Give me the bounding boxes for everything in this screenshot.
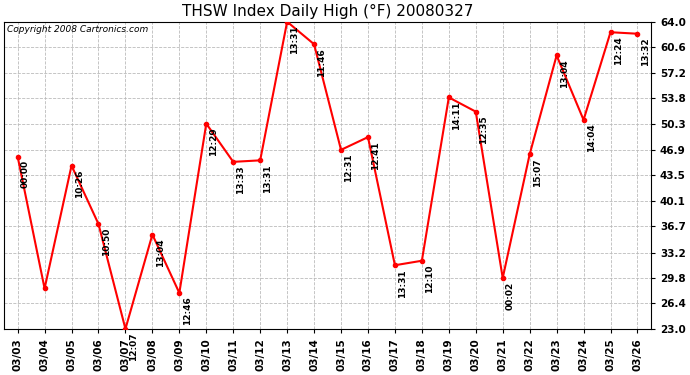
- Text: 14:04: 14:04: [586, 124, 595, 152]
- Text: 13:31: 13:31: [290, 26, 299, 54]
- Text: 12:35: 12:35: [479, 116, 488, 144]
- Text: 13:04: 13:04: [560, 59, 569, 88]
- Text: 13:31: 13:31: [398, 269, 407, 298]
- Text: 13:31: 13:31: [264, 164, 273, 193]
- Text: 15:07: 15:07: [533, 158, 542, 187]
- Text: 00:00: 00:00: [21, 160, 30, 189]
- Text: 13:33: 13:33: [237, 166, 246, 194]
- Text: 12:10: 12:10: [425, 264, 434, 293]
- Text: 10:26: 10:26: [75, 170, 83, 198]
- Text: 13:04: 13:04: [156, 238, 165, 267]
- Text: 00:02: 00:02: [506, 282, 515, 310]
- Text: 13:32: 13:32: [641, 38, 650, 66]
- Text: 14:11: 14:11: [452, 101, 461, 130]
- Text: Copyright 2008 Cartronics.com: Copyright 2008 Cartronics.com: [8, 25, 148, 34]
- Text: 10:50: 10:50: [101, 228, 110, 256]
- Text: 12:41: 12:41: [371, 141, 380, 170]
- Text: 12:31: 12:31: [344, 154, 353, 182]
- Text: 12:07: 12:07: [128, 333, 138, 361]
- Text: 12:46: 12:46: [183, 297, 192, 326]
- Title: THSW Index Daily High (°F) 20080327: THSW Index Daily High (°F) 20080327: [182, 4, 473, 19]
- Text: 12:24: 12:24: [613, 36, 623, 65]
- Text: 12:29: 12:29: [210, 128, 219, 156]
- Text: 11:46: 11:46: [317, 48, 326, 77]
